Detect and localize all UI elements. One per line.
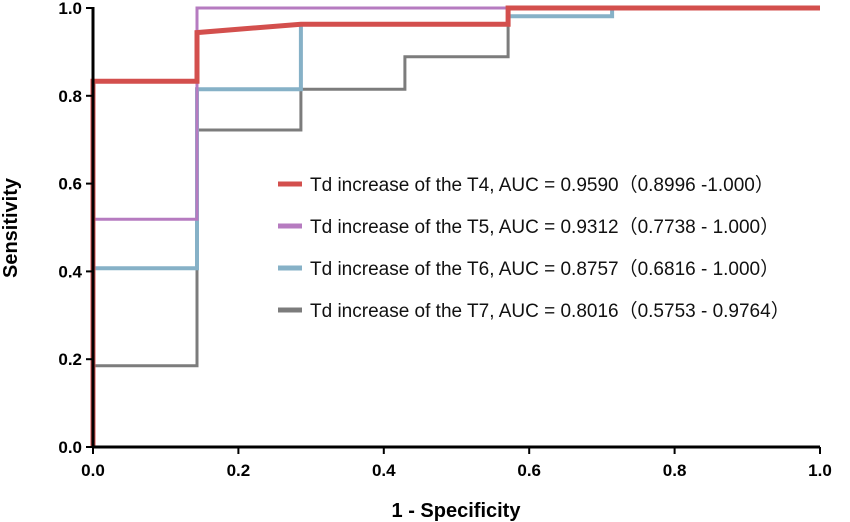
x-axis-title: 1 - Specificity [392, 500, 522, 522]
series-line-1 [90, 5, 820, 447]
y-tick-label: 0.8 [58, 87, 82, 106]
legend-label-3: Td increase of the T6, AUC = 0.8757（0.68… [310, 258, 779, 280]
y-tick-label: 0.0 [58, 438, 82, 457]
legend-label-1: Td increase of the T4, AUC = 0.9590（0.89… [310, 174, 774, 196]
y-tick-label: 0.6 [58, 175, 82, 194]
x-tick-label: 0.2 [227, 461, 251, 480]
ticks-layer: 0.0 0.2 0.4 0.6 0.8 1.0 0.0 0.2 0.4 0.6 0.8 1.0 [58, 0, 831, 480]
legend-label-2: Td increase of the T5, AUC = 0.9312（0.77… [310, 216, 779, 238]
y-tick-label: 0.4 [58, 262, 82, 281]
x-tick-label: 0.4 [372, 461, 396, 480]
y-tick-label: 0.2 [58, 350, 82, 369]
x-tick-label: 0.0 [81, 461, 105, 480]
legend-label-4: Td increase of the T7, AUC = 0.8016（0.57… [310, 300, 790, 322]
axes-layer [91, 7, 820, 449]
y-tick-label: 1.0 [58, 0, 82, 18]
legend: Td increase of the T4, AUC = 0.9590（0.89… [278, 174, 790, 322]
x-tick-label: 0.8 [663, 461, 687, 480]
y-axis-title: Sensitivity [0, 177, 22, 278]
x-tick-label: 1.0 [808, 461, 832, 480]
x-tick-label: 0.6 [517, 461, 541, 480]
